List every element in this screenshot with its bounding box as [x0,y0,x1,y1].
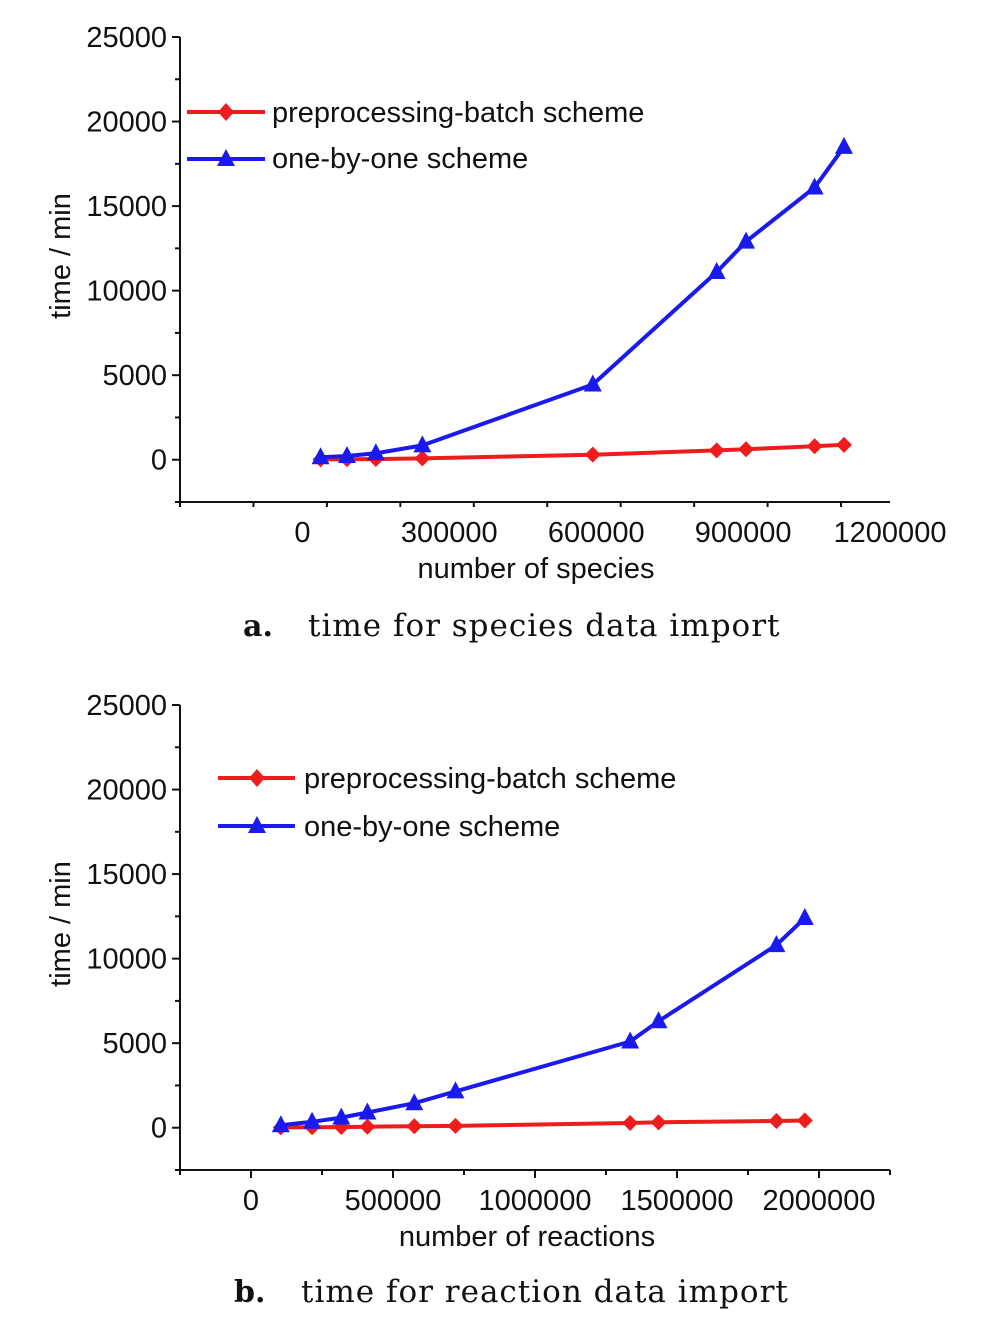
x-tick-label: 1000000 [479,1185,592,1217]
y-tick-label: 5000 [102,1028,167,1060]
data-point-one-by-one [446,1081,465,1099]
x-tick-label: 500000 [345,1185,442,1217]
data-point-preprocessing [406,1118,423,1135]
data-point-preprocessing [650,1114,667,1131]
x-tick-label: 1200000 [834,517,947,549]
data-point-one-by-one [332,1107,351,1125]
data-point-one-by-one [834,136,853,154]
series-line-preprocessing [320,442,845,462]
data-point-preprocessing [447,1117,464,1134]
y-tick-label: 15000 [86,191,167,223]
y-tick-label: 15000 [86,859,167,891]
y-tick-label: 20000 [86,775,167,807]
chart-b: 0 5000 10000 15000 20000 25000 0 500000 1000000… [45,690,891,1310]
y-tick-label: 25000 [86,690,167,722]
x-tick-label: 900000 [695,517,792,549]
legend-marker-preprocessing [249,769,265,787]
caption-text: time for species data import [308,608,780,644]
y-axis-title: time / min [45,193,77,319]
legend-label-one-by-one: one-by-one scheme [304,811,560,843]
legend-label-preprocessing: preprocessing-batch scheme [304,763,676,795]
y-tick-label: 0 [151,1113,167,1145]
y-tick-label: 25000 [86,22,167,54]
caption-text: time for reaction data import [301,1274,789,1310]
x-axis: 0 500000 1000000 1500000 2000000 [179,1169,891,1217]
data-point-one-by-one [311,447,330,465]
x-axis-title: number of species [418,553,655,585]
y-tick-label: 5000 [102,360,167,392]
data-point-preprocessing [584,446,601,463]
x-tick-label: 0 [294,517,310,549]
series-line-preprocessing [280,1118,805,1130]
data-point-one-by-one [405,1093,424,1111]
y-tick-label: 20000 [86,107,167,139]
series-line-one-by-one [280,916,807,1128]
y-ticks: 0 5000 10000 15000 20000 25000 [86,690,180,1171]
chart-a: 0 5000 10000 15000 20000 25000 0 300000 600000 9… [45,22,947,644]
y-tick-label: 0 [151,445,167,477]
x-tick-label: 600000 [548,517,645,549]
legend-marker-preprocessing [218,103,234,121]
caption-letter: a. [243,609,273,644]
data-point-one-by-one [358,1102,377,1120]
x-tick-label: 300000 [401,517,498,549]
data-point-preprocessing [359,1118,376,1135]
data-point-preprocessing [738,441,755,458]
data-point-one-by-one [649,1011,668,1029]
data-point-preprocessing [835,436,852,453]
data-point-one-by-one [271,1115,290,1133]
plot-series [311,136,853,468]
caption-letter: b. [234,1275,265,1310]
x-axis: 0 300000 600000 900000 1200000 [179,501,947,549]
legend: preprocessing-batch scheme one-by-one sc… [218,763,676,843]
data-point-one-by-one [737,231,756,249]
x-tick-label: 1500000 [621,1185,734,1217]
data-point-one-by-one [583,374,602,392]
x-ticks: 0 500000 1000000 1500000 2000000 [179,1170,891,1217]
data-point-preprocessing [622,1114,639,1131]
plot-series [271,908,814,1136]
x-tick-label: 0 [243,1185,259,1217]
data-point-preprocessing [796,1112,813,1129]
data-point-one-by-one [303,1111,322,1129]
x-ticks: 0 300000 600000 900000 1200000 [179,502,947,549]
series-line-one-by-one [320,145,846,460]
data-point-one-by-one [767,935,786,953]
legend-label-preprocessing: preprocessing-batch scheme [272,97,644,129]
x-axis-title: number of reactions [399,1221,655,1253]
data-point-one-by-one [621,1031,640,1049]
legend-marker-one-by-one [217,149,235,166]
data-point-one-by-one [707,262,726,280]
data-point-one-by-one [366,443,385,461]
y-ticks: 0 5000 10000 15000 20000 25000 [86,22,180,503]
data-point-preprocessing [414,450,431,467]
y-tick-label: 10000 [86,276,167,308]
y-axis-title: time / min [45,861,77,987]
data-point-one-by-one [795,908,814,926]
data-point-one-by-one [413,435,432,453]
y-axis: 0 5000 10000 15000 20000 25000 [86,690,181,1171]
x-tick-label: 2000000 [763,1185,876,1217]
data-point-preprocessing [768,1112,785,1129]
y-axis: 0 5000 10000 15000 20000 25000 [86,22,181,503]
legend-label-one-by-one: one-by-one scheme [272,143,528,175]
data-point-preprocessing [708,442,725,459]
y-tick-label: 10000 [86,944,167,976]
legend-marker-one-by-one [248,816,266,833]
data-point-preprocessing [806,438,823,455]
data-point-one-by-one [337,446,356,464]
legend: preprocessing-batch scheme one-by-one sc… [187,97,644,175]
data-point-one-by-one [805,177,824,195]
